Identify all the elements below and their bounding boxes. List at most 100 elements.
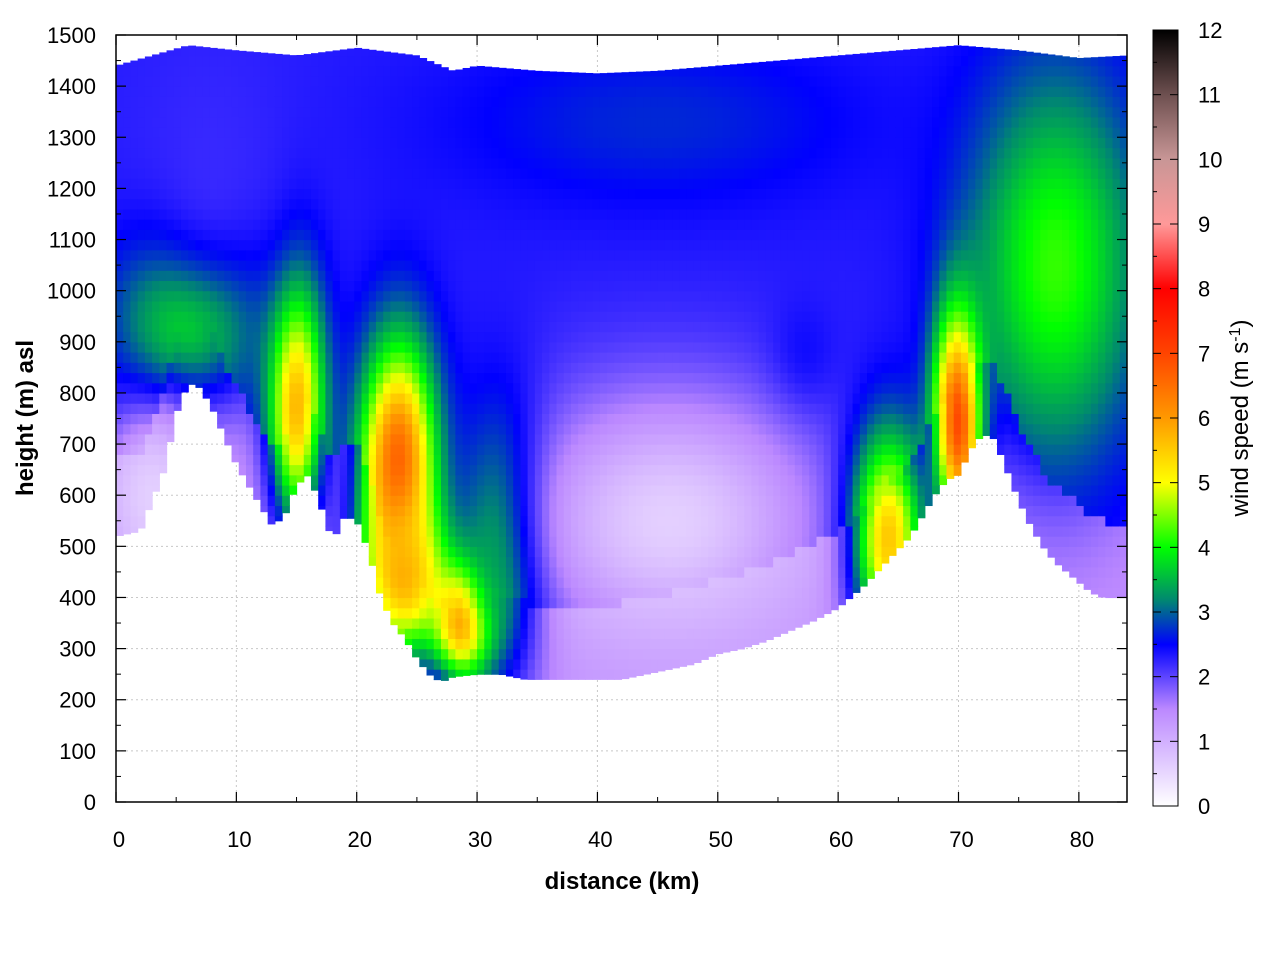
heatmap-cell bbox=[260, 362, 269, 374]
heatmap-cell bbox=[722, 382, 731, 394]
heatmap-cell bbox=[765, 495, 774, 507]
heatmap-cell bbox=[469, 648, 478, 660]
heatmap-cell bbox=[361, 178, 370, 189]
heatmap-cell bbox=[498, 505, 507, 517]
heatmap-cell bbox=[614, 311, 623, 322]
heatmap-cell bbox=[440, 116, 449, 128]
heatmap-cell bbox=[390, 352, 399, 363]
heatmap-cell bbox=[585, 464, 594, 476]
heatmap-cell bbox=[664, 352, 673, 363]
heatmap-cell bbox=[729, 484, 738, 496]
heatmap-cell bbox=[296, 433, 305, 445]
heatmap-cell bbox=[375, 259, 384, 271]
heatmap-cell bbox=[722, 505, 731, 517]
heatmap-cell bbox=[657, 536, 666, 547]
heatmap-cell bbox=[390, 454, 399, 466]
heatmap-cell bbox=[628, 525, 637, 537]
heatmap-cell bbox=[368, 249, 377, 261]
heatmap-cell bbox=[404, 515, 413, 527]
heatmap-cell bbox=[339, 188, 348, 200]
heatmap-cell bbox=[267, 55, 276, 67]
heatmap-cell bbox=[513, 495, 521, 507]
heatmap-cell bbox=[267, 106, 276, 118]
heatmap-cell bbox=[361, 270, 370, 282]
heatmap-cell bbox=[513, 198, 521, 210]
heatmap-cell bbox=[520, 290, 529, 302]
heatmap-cell bbox=[325, 372, 334, 384]
heatmap-cell bbox=[657, 638, 666, 650]
heatmap-cell bbox=[527, 638, 536, 650]
heatmap-cell bbox=[123, 137, 132, 149]
heatmap-cell bbox=[368, 382, 377, 394]
heatmap-cell bbox=[549, 495, 558, 507]
heatmap-cell bbox=[137, 219, 146, 230]
heatmap-cell bbox=[404, 392, 413, 404]
heatmap-cell bbox=[368, 413, 377, 425]
heatmap-cell bbox=[664, 300, 673, 312]
heatmap-cell bbox=[570, 270, 579, 282]
heatmap-cell bbox=[368, 229, 377, 241]
heatmap-cell bbox=[238, 392, 247, 404]
heatmap-cell bbox=[650, 628, 659, 639]
heatmap-cell bbox=[787, 423, 796, 435]
heatmap-cell bbox=[708, 167, 716, 179]
heatmap-cell bbox=[628, 638, 637, 650]
heatmap-cell bbox=[325, 300, 334, 312]
heatmap-cell bbox=[412, 270, 420, 282]
heatmap-cell bbox=[686, 546, 695, 558]
heatmap-cell bbox=[527, 658, 536, 670]
heatmap-cell bbox=[484, 96, 493, 108]
heatmap-cell bbox=[144, 484, 153, 496]
heatmap-cell bbox=[455, 147, 464, 159]
heatmap-cell bbox=[578, 75, 586, 87]
heatmap-cell bbox=[505, 484, 514, 496]
heatmap-cell bbox=[700, 536, 709, 547]
heatmap-cell bbox=[570, 484, 579, 496]
heatmap-cell bbox=[347, 188, 355, 200]
heatmap-cell bbox=[173, 86, 182, 97]
heatmap-cell bbox=[477, 229, 485, 241]
heatmap-cell bbox=[679, 208, 688, 220]
heatmap-cell bbox=[368, 280, 377, 292]
heatmap-cell bbox=[520, 69, 529, 77]
heatmap-cell bbox=[404, 300, 413, 312]
heatmap-cell bbox=[599, 311, 608, 322]
heatmap-cell bbox=[765, 188, 774, 200]
heatmap-cell bbox=[664, 495, 673, 507]
heatmap-cell bbox=[303, 55, 312, 67]
heatmap-cell bbox=[412, 219, 420, 230]
heatmap-cell bbox=[426, 341, 435, 353]
heatmap-cell bbox=[679, 352, 688, 363]
heatmap-cell bbox=[354, 239, 363, 251]
heatmap-cell bbox=[722, 454, 731, 466]
heatmap-cell bbox=[455, 106, 464, 118]
heatmap-cell bbox=[758, 372, 767, 384]
heatmap-cell bbox=[404, 638, 413, 646]
heatmap-cell bbox=[780, 259, 789, 271]
heatmap-cell bbox=[361, 157, 370, 169]
heatmap-cell bbox=[513, 617, 521, 629]
heatmap-cell bbox=[737, 392, 745, 404]
heatmap-cell bbox=[708, 474, 716, 486]
heatmap-cell bbox=[657, 321, 666, 333]
heatmap-cell bbox=[137, 229, 146, 241]
heatmap-cell bbox=[152, 331, 160, 343]
heatmap-cell bbox=[347, 505, 355, 517]
heatmap-cell bbox=[715, 587, 724, 599]
heatmap-cell bbox=[686, 505, 695, 517]
heatmap-cell bbox=[448, 352, 457, 363]
heatmap-cell bbox=[477, 86, 485, 97]
heatmap-cell bbox=[578, 617, 586, 629]
heatmap-cell bbox=[751, 628, 760, 639]
heatmap-cell bbox=[332, 280, 341, 292]
heatmap-cell bbox=[433, 167, 442, 179]
heatmap-cell bbox=[245, 403, 254, 414]
heatmap-cell bbox=[426, 638, 435, 650]
heatmap-cell bbox=[116, 75, 124, 87]
heatmap-cell bbox=[563, 669, 572, 680]
heatmap-cell bbox=[686, 607, 695, 619]
heatmap-cell bbox=[592, 86, 601, 97]
heatmap-cell bbox=[397, 464, 406, 476]
heatmap-cell bbox=[354, 198, 363, 210]
heatmap-cell bbox=[505, 546, 514, 558]
